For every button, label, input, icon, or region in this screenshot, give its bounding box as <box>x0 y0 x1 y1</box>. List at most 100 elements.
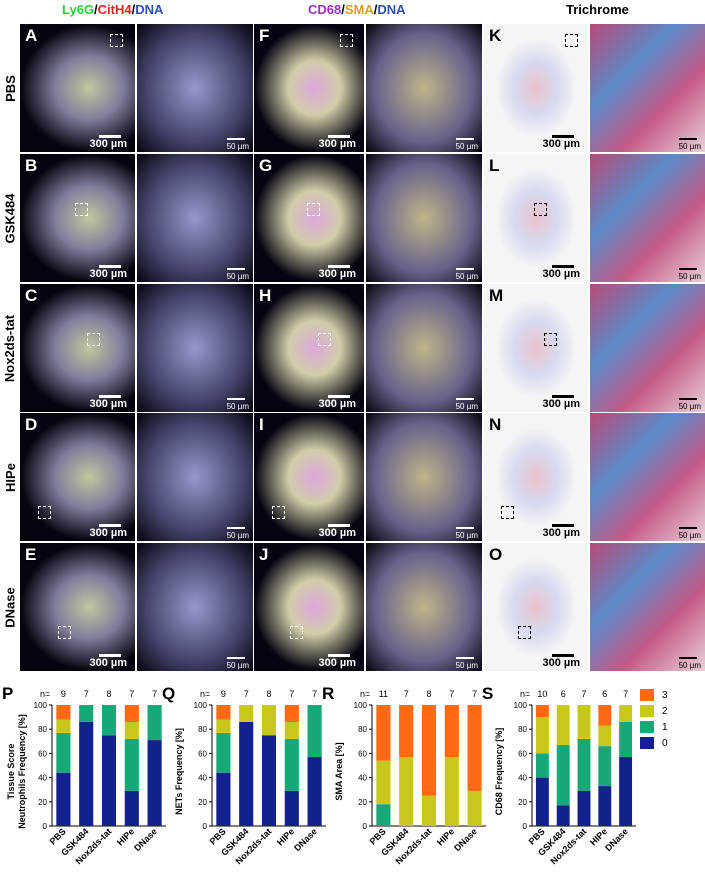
scale-bar-label: 50 µm <box>226 142 249 151</box>
scale-bar <box>328 654 350 657</box>
n-count: 7 <box>244 689 249 699</box>
scale-bar <box>99 135 121 138</box>
y-tick-label: 20 <box>38 798 47 807</box>
zoom-region-box <box>271 506 285 520</box>
y-tick-label: 80 <box>358 725 367 734</box>
bar-segment-nox2ds-tat-0 <box>101 735 117 826</box>
scale-bar <box>227 527 245 529</box>
micrograph-gsk484-big-2: L 300 µm <box>484 154 588 282</box>
bar-segment-gsk484-1 <box>556 744 570 806</box>
scale-bar <box>99 265 121 268</box>
bar-segment-pbs-2 <box>535 717 549 754</box>
zoom-region-box <box>86 332 100 346</box>
bar-segment-dnase-3 <box>467 705 482 791</box>
row-label-text: HIPe <box>2 462 18 492</box>
y-tick-label: 60 <box>358 749 367 758</box>
row-label-text: Nox2ds-tat <box>2 314 18 382</box>
scale-bar <box>328 395 350 398</box>
scale-bar-label: 300 µm <box>89 398 127 410</box>
scale-bar-label: 300 µm <box>89 138 127 150</box>
scale-bar-label: 300 µm <box>542 138 580 150</box>
chart-legend: 3 2 1 0 <box>640 687 705 751</box>
n-count: 7 <box>623 689 628 699</box>
zoom-region-box <box>75 202 89 216</box>
zoom-region-box <box>339 34 353 48</box>
scale-bar-label: 50 µm <box>226 402 249 411</box>
scale-bar-label: 300 µm <box>318 657 356 669</box>
y-tick-label: 60 <box>38 749 47 758</box>
bar-segment-hipe-1 <box>124 738 139 791</box>
panel-letter-s: S <box>482 684 493 703</box>
bar-segment-hipe-1 <box>598 746 612 787</box>
scale-bar <box>227 657 245 659</box>
bar-segment-hipe-2 <box>444 757 459 826</box>
scale-bar-label: 50 µm <box>226 272 249 281</box>
row-label-hipe: HIPe <box>0 413 20 541</box>
row-label-text: PBS <box>2 74 18 102</box>
micrograph-dnase-zoom-0: 50 µm <box>137 543 253 671</box>
n-label: n= <box>520 689 530 699</box>
scale-bar-label: 50 µm <box>455 531 478 540</box>
n-count: 6 <box>602 689 607 699</box>
scale-bar <box>552 135 574 138</box>
bar-segment-hipe-3 <box>598 705 612 726</box>
y-tick-label: 0 <box>363 822 368 831</box>
scale-bar-label: 50 µm <box>455 142 478 151</box>
bar-segment-pbs-2 <box>376 760 391 805</box>
y-tick-label: 100 <box>194 701 208 710</box>
category-label: DNase <box>292 826 319 853</box>
legend-swatch-3 <box>640 689 654 701</box>
fluor1-part-4: DNA <box>135 2 164 17</box>
bar-segment-pbs-2 <box>56 719 71 733</box>
category-label: DNase <box>132 826 159 853</box>
bar-segment-pbs-0 <box>56 772 71 826</box>
micrograph-dnase-zoom-1: 50 µm <box>366 543 482 671</box>
scale-bar <box>456 268 474 270</box>
legend-swatch-2 <box>640 705 654 717</box>
row-label-gsk484: GSK484 <box>0 154 20 282</box>
scale-bar <box>328 265 350 268</box>
row-label-pbs: PBS <box>0 24 20 152</box>
bar-segment-hipe-2 <box>598 725 612 747</box>
y-axis-label: NETs Frequency [%] <box>174 728 184 815</box>
scale-bar-label: 300 µm <box>89 527 127 539</box>
bar-segment-gsk484-1 <box>79 705 94 722</box>
scale-bar <box>99 654 121 657</box>
micrograph-pbs-zoom-1: 50 µm <box>366 24 482 152</box>
scale-bar-label: 300 µm <box>542 398 580 410</box>
n-count: 7 <box>84 689 89 699</box>
legend-swatch-0 <box>640 737 654 749</box>
y-tick-label: 60 <box>518 749 527 758</box>
y-tick-label: 40 <box>358 774 367 783</box>
bar-segment-gsk484-2 <box>556 705 570 745</box>
panel-letter: D <box>25 415 38 434</box>
category-label: PBS <box>208 826 228 846</box>
y-tick-label: 0 <box>43 822 48 831</box>
scale-bar <box>679 138 697 140</box>
panel-letter-p: P <box>2 684 13 703</box>
legend-label-1: 1 <box>662 721 668 733</box>
scale-bar-label: 300 µm <box>542 268 580 280</box>
panel-letter: E <box>25 545 37 564</box>
fluor1-part-1: / <box>94 2 98 17</box>
bar-segment-hipe-1 <box>284 738 299 791</box>
bar-segment-nox2ds-tat-0 <box>261 735 277 826</box>
bar-segment-dnase-2 <box>467 790 482 826</box>
zoom-region-box <box>290 626 304 640</box>
n-count: 10 <box>537 689 547 699</box>
scale-bar-label: 50 µm <box>455 402 478 411</box>
scale-bar-label: 50 µm <box>226 531 249 540</box>
fluor1-part-3: / <box>131 2 136 17</box>
bar-segment-hipe-0 <box>124 790 139 826</box>
scale-bar-label: 50 µm <box>678 531 701 540</box>
n-count: 7 <box>129 689 134 699</box>
micrograph-pbs-zoom-2: 50 µm <box>590 24 705 152</box>
zoom-region-box <box>109 34 123 48</box>
scale-bar <box>328 135 350 138</box>
n-count: 11 <box>379 689 388 699</box>
micrograph-nox2ds-tat-zoom-0: 50 µm <box>137 284 253 412</box>
bar-segment-hipe-2 <box>124 721 139 739</box>
